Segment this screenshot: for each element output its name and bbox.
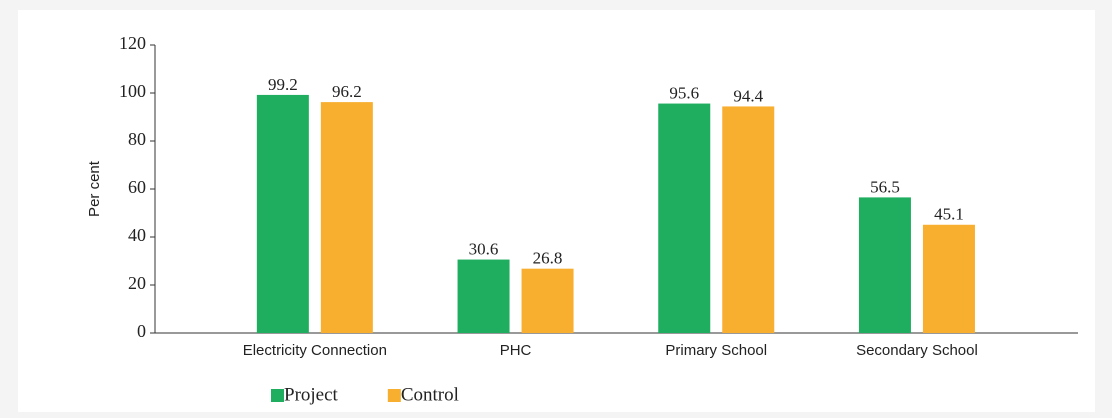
y-tick-label: 0: [137, 321, 146, 341]
x-tick-label: Secondary School: [856, 342, 978, 359]
bar: [320, 102, 373, 334]
bar: [256, 94, 309, 333]
bar: [722, 106, 775, 333]
value-label: 30.6: [469, 239, 499, 258]
x-tick-label: Primary School: [665, 342, 767, 359]
legend-swatch: [387, 389, 401, 402]
value-label: 95.6: [669, 83, 699, 102]
value-label: 45.1: [934, 205, 964, 224]
value-label: 94.4: [733, 86, 763, 105]
bar: [457, 259, 510, 333]
legend-swatch: [271, 389, 284, 402]
value-label: 99.2: [268, 75, 298, 94]
x-tick-label: PHC: [500, 342, 532, 359]
y-tick-label: 120: [119, 33, 146, 53]
y-tick-label: 20: [128, 273, 146, 293]
x-tick-label: Electricity Connection: [243, 342, 387, 359]
bar: [858, 197, 911, 333]
value-label: 26.8: [533, 249, 563, 268]
value-label: 96.2: [332, 82, 362, 101]
bar: [658, 103, 711, 333]
y-tick-label: 80: [128, 129, 146, 149]
legend-label: Control: [401, 384, 459, 405]
y-tick-label: 100: [119, 81, 146, 101]
panel: [18, 10, 1095, 412]
bar: [521, 268, 574, 333]
value-label: 56.5: [870, 177, 900, 196]
legend-label: Project: [284, 384, 339, 405]
y-tick-label: 60: [128, 177, 146, 197]
bar: [922, 224, 975, 333]
y-tick-label: 40: [128, 225, 146, 245]
y-axis-label: Per cent: [86, 160, 103, 217]
